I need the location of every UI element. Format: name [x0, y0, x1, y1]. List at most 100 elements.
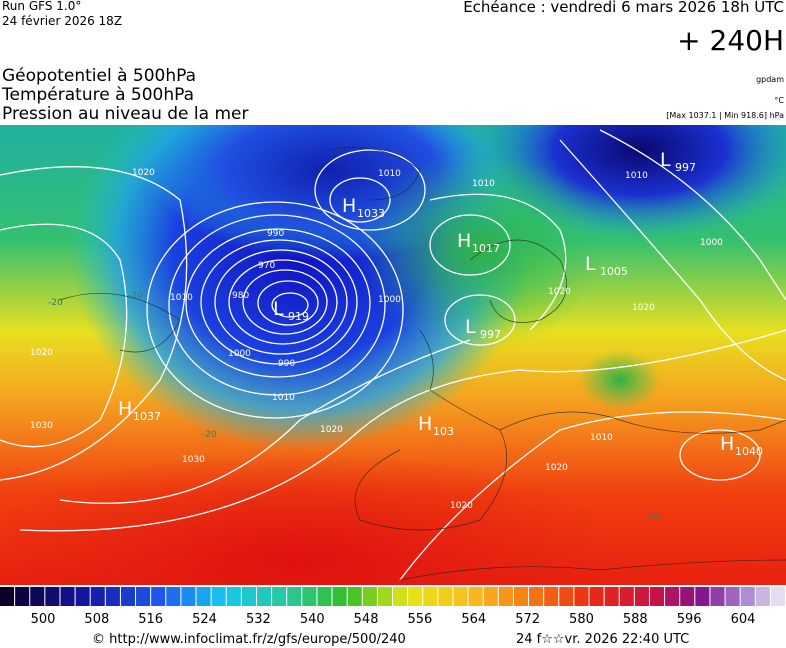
colorbar-label: 596: [677, 612, 702, 627]
colorbar-cell: [302, 587, 317, 606]
isobar-label: 1020: [632, 303, 655, 313]
pressure-center-letter: H: [457, 230, 471, 252]
colorbar-label: 508: [84, 612, 109, 627]
pressure-center-letter: L: [273, 298, 284, 320]
colorbar-cell: [634, 587, 649, 606]
colorbar-label: 572: [515, 612, 540, 627]
temperature-label: -20: [128, 291, 143, 301]
isobar-label: 1020: [320, 425, 343, 435]
colorbar-cell: [453, 587, 468, 606]
colorbar-cell: [604, 587, 619, 606]
title: Géopotentiel à 500hPa: [2, 66, 196, 86]
colorbar-cell: [30, 587, 45, 606]
colorbar-cell: [755, 587, 770, 606]
colorbar-label: 556: [408, 612, 433, 627]
colorbar-cell: [589, 587, 604, 606]
colorbar-cell: [0, 587, 15, 606]
colorbar-label: 548: [354, 612, 379, 627]
colorbar-cell: [196, 587, 211, 606]
colorbar-label: 564: [461, 612, 486, 627]
colorbar-cell: [166, 587, 181, 606]
colorbar-cell: [574, 587, 589, 606]
pressure-center-letter: L: [660, 149, 671, 171]
colorbar-label: 524: [192, 612, 217, 627]
unit: gpdam: [756, 75, 784, 84]
isobar-label: 1010: [472, 179, 495, 189]
colorbar-cell: [770, 587, 785, 606]
pressure-center-value: 1037: [133, 410, 161, 423]
colorbar-cell: [347, 587, 362, 606]
pressure-center-letter: H: [418, 413, 432, 435]
pressure-center-value: 1017: [472, 242, 500, 255]
temperature-label: -20: [48, 298, 63, 308]
echeance: Echéance : vendredi 6 mars 2026 18h UTC: [463, 0, 784, 16]
pressure-center-value: 997: [480, 328, 501, 341]
pressure-center-value: 997: [675, 161, 696, 174]
colorbar-cell: [665, 587, 680, 606]
pressure-center-letter: L: [585, 253, 596, 275]
unit: °C: [774, 96, 784, 105]
pressure-center-letter: L: [465, 316, 476, 338]
isobar-label: 1020: [132, 168, 155, 178]
colorbar-cell: [105, 587, 120, 606]
isobar-label: 970: [258, 261, 275, 271]
colorbar-cell: [680, 587, 695, 606]
isobar-label: 1010: [378, 169, 401, 179]
isobar-label: 1030: [182, 455, 205, 465]
colorbar-cell: [90, 587, 105, 606]
colorbar-cell: [226, 587, 241, 606]
title: Pression au niveau de la mer: [2, 104, 248, 124]
colorbar-cell: [211, 587, 226, 606]
colorbar-cell: [468, 587, 483, 606]
colorbar-label: 604: [731, 612, 756, 627]
colorbar-cell: [181, 587, 196, 606]
map: [0, 125, 786, 585]
pressure-center-value: 1040: [735, 445, 763, 458]
colorbar-label: 540: [300, 612, 325, 627]
pressure-center-value: 103: [433, 425, 454, 438]
pressure-center-letter: H: [342, 195, 356, 217]
title: Température à 500hPa: [1, 85, 194, 105]
isobar-label: 1000: [378, 295, 401, 305]
isobar-label: 1020: [30, 348, 53, 358]
colorbar-cell: [544, 587, 559, 606]
source-url: © http://www.infoclimat.fr/z/gfs/europe/…: [92, 632, 406, 647]
colorbar-cell: [710, 587, 725, 606]
colorbar-cell: [362, 587, 377, 606]
colorbar-label: 500: [31, 612, 56, 627]
isobar-label: 990: [267, 229, 284, 239]
colorbar-cell: [241, 587, 256, 606]
colorbar-cell: [438, 587, 453, 606]
isobar-label: 980: [232, 291, 249, 301]
colorbar-cell: [272, 587, 287, 606]
isobar-label: 1010: [170, 293, 193, 303]
extremes: [Max 1037.1 | Min 918.6] hPa: [666, 111, 784, 120]
pressure-center-value: 1033: [357, 207, 385, 220]
pressure-center-letter: H: [118, 398, 132, 420]
colorbar-cell: [136, 587, 151, 606]
colorbar-cell: [15, 587, 30, 606]
temperature-label: -20: [202, 430, 217, 440]
timestamp: 24 f☆☆vr. 2026 22:40 UTC: [516, 632, 689, 647]
colorbar-cell: [120, 587, 136, 606]
colorbar-cell: [483, 587, 498, 606]
pressure-center-letter: H: [720, 433, 734, 455]
colorbar-cell: [151, 587, 166, 606]
colorbar-label: 580: [569, 612, 594, 627]
colorbar-cell: [75, 587, 90, 606]
lead-time: + 240H: [677, 24, 784, 57]
isobar-label: 1020: [548, 287, 571, 297]
colorbar-cell: [317, 587, 332, 606]
colorbar-cell: [377, 587, 392, 606]
pressure-center-value: 919: [288, 310, 309, 323]
colorbar-label: 516: [138, 612, 163, 627]
isobar-label: 1010: [272, 393, 295, 403]
colorbar-cell: [695, 587, 710, 606]
colorbar-label: 588: [623, 612, 648, 627]
colorbar-cell: [529, 587, 544, 606]
colorbar-cell: [60, 587, 75, 606]
colorbar-cell: [649, 587, 665, 606]
colorbar-cell: [408, 587, 423, 606]
